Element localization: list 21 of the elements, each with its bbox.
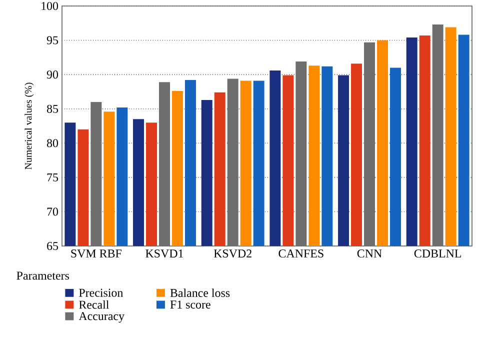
y-tick-label: 85 [46,104,58,113]
legend-label: Balance loss [170,288,230,297]
legend-label: Accuracy [78,312,124,323]
x-tick-label: KSVD1 [146,250,184,258]
x-tick-label: CANFES [278,250,324,258]
y-axis-title: Numerical values (%) [24,82,34,170]
x-tick-label: SVM RBF [71,250,122,258]
y-tick-label: 95 [46,36,58,44]
legend-title: Parameters [16,272,70,280]
x-tick-label: CDBLNL [414,250,462,258]
legend-label: F1 score [170,300,210,309]
y-tick-label: 65 [47,242,58,250]
x-tick-label: KSVD2 [214,250,252,258]
y-tick-label: 70 [47,208,58,216]
legend-label: Precision [79,288,123,297]
y-tick-label: 90 [46,70,58,79]
x-tick-label: CNN [357,250,382,258]
y-tick-label: 75 [47,173,58,182]
legend-label: Recall [79,300,109,309]
y-tick-label: 100 [42,2,58,10]
y-tick-label: 80 [46,139,58,148]
